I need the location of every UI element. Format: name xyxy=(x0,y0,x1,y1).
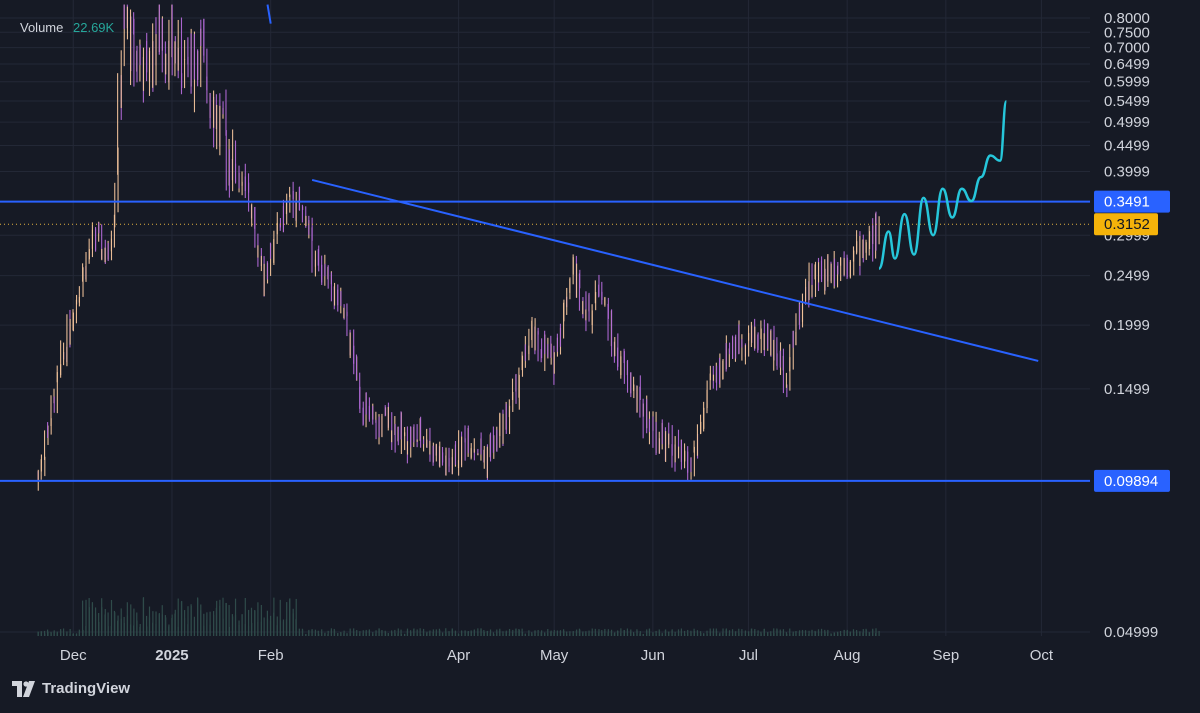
level-price-tag xyxy=(1094,190,1170,213)
x-tick-label: 2025 xyxy=(155,647,188,664)
x-tick-label: Jul xyxy=(739,647,758,664)
x-tick-label: Oct xyxy=(1030,647,1054,664)
y-tick-label: 0.2499 xyxy=(1104,268,1150,285)
y-tick-label: 0.04999 xyxy=(1104,624,1158,641)
y-tick-label: 0.1499 xyxy=(1104,381,1150,398)
tradingview-icon xyxy=(12,680,35,697)
x-tick-label: May xyxy=(540,647,569,664)
volume-legend: Volume 22.69K xyxy=(20,20,114,35)
y-tick-label: 0.3999 xyxy=(1104,164,1150,181)
volume-label: Volume xyxy=(20,20,64,35)
y-tick-label: 0.4499 xyxy=(1104,137,1150,154)
price-layer xyxy=(37,4,880,491)
y-tick-label: 0.7500 xyxy=(1104,24,1150,41)
brand-name: TradingView xyxy=(42,680,131,697)
trendline[interactable] xyxy=(311,178,1039,362)
y-tick-label: 0.5999 xyxy=(1104,74,1150,91)
y-tick-label: 0.4999 xyxy=(1104,114,1150,131)
drawing-layer[interactable] xyxy=(0,4,1090,482)
y-tick-label: 0.8000 xyxy=(1104,10,1150,27)
x-tick-label: Jun xyxy=(641,647,665,664)
x-tick-label: Aug xyxy=(834,647,861,664)
volume-layer xyxy=(37,597,880,636)
level-price-tag xyxy=(1094,469,1170,492)
last-price-tag xyxy=(1094,213,1158,236)
trendline[interactable] xyxy=(266,4,272,24)
level-price-label: 0.09894 xyxy=(1104,473,1158,490)
axis-layer[interactable]: Dec 2025 Feb Apr May Jun Jul Aug Sep Oct0.80000.7… xyxy=(60,10,1170,664)
level-price-label: 0.3491 xyxy=(1104,194,1150,211)
volume-value: 22.69K xyxy=(73,20,115,35)
x-tick-label: Dec xyxy=(60,647,87,664)
projection-path[interactable] xyxy=(877,100,1008,270)
y-tick-label: 0.7000 xyxy=(1104,40,1150,57)
grid-layer xyxy=(0,0,1090,636)
x-tick-label: Sep xyxy=(933,647,960,664)
y-tick-label: 0.5499 xyxy=(1104,93,1150,110)
tradingview-logo[interactable]: TradingView xyxy=(12,680,130,697)
x-tick-label: Apr xyxy=(447,647,470,664)
last-price-label: 0.3152 xyxy=(1104,216,1150,233)
x-tick-label: Feb xyxy=(258,647,284,664)
y-tick-label: 0.6499 xyxy=(1104,56,1150,73)
y-tick-label: 0.1999 xyxy=(1104,317,1150,334)
